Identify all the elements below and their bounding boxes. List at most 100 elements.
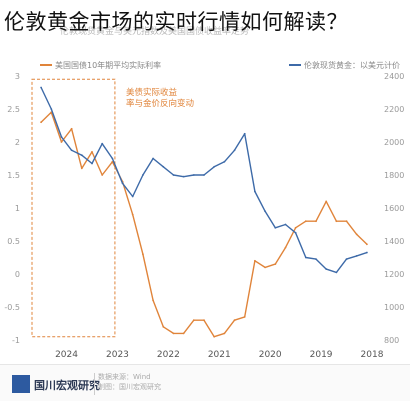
left-tick-label: 1.5 <box>7 171 20 180</box>
annotation-text: 率与金价反向变动 <box>126 98 195 109</box>
x-tick-label: 2022 <box>157 350 180 360</box>
footer-source-line: 数据来源：Wind 制图：国川宏观研究 <box>98 373 161 391</box>
point-gold <box>60 136 63 138</box>
point-gold <box>162 165 165 168</box>
right-tick-label: 800 <box>384 336 399 345</box>
point-yield <box>91 151 93 153</box>
point-gold <box>254 190 256 193</box>
point-yield <box>325 200 328 203</box>
point-yield <box>101 174 104 176</box>
point-gold <box>325 268 328 270</box>
point-gold <box>233 149 236 152</box>
brand-logo-text: 国川宏观研究 <box>34 379 100 392</box>
point-gold <box>40 86 42 89</box>
left-tick-label: -0.5 <box>4 303 20 312</box>
right-tick-label: 2200 <box>384 105 404 114</box>
point-yield <box>182 332 185 335</box>
point-gold <box>80 154 83 157</box>
right-tick-label: 1200 <box>384 270 404 279</box>
point-gold <box>345 258 348 261</box>
brand-logo-icon <box>12 375 30 393</box>
point-gold <box>355 254 358 257</box>
point-yield <box>142 253 144 256</box>
point-yield <box>40 121 42 124</box>
point-gold <box>335 271 338 274</box>
point-yield <box>223 332 226 335</box>
footer-source: 数据来源：Wind 制图：国川宏观研究 <box>98 372 161 392</box>
point-gold <box>101 142 104 145</box>
point-gold <box>111 157 114 160</box>
point-yield <box>264 266 266 269</box>
point-yield <box>152 299 154 302</box>
point-yield <box>274 263 277 265</box>
overlay-title: 伦敦黄金市场的实时行情如何解读？ <box>4 10 348 34</box>
left-tick-label: 2 <box>15 138 20 147</box>
right-tick-label: 1800 <box>384 171 404 180</box>
point-yield <box>335 220 338 223</box>
legend-label-yield: 美国国债10年期平均实际利率 <box>55 60 162 70</box>
left-tick-label: 0.5 <box>7 237 20 246</box>
point-gold <box>213 165 216 168</box>
point-yield <box>355 233 358 236</box>
point-yield <box>233 319 236 322</box>
legend-swatch-gold <box>289 64 301 66</box>
footer-divider <box>94 373 95 395</box>
point-gold <box>223 160 226 163</box>
point-gold <box>152 157 154 160</box>
point-yield <box>203 319 205 322</box>
chart-legend: 美国国债10年期平均实际利率 伦敦现货黄金：以美元计价 <box>40 58 400 72</box>
point-gold <box>182 175 185 178</box>
point-gold <box>142 174 144 176</box>
point-yield <box>213 335 216 338</box>
legend-label-gold: 伦敦现货黄金：以美元计价 <box>304 60 400 70</box>
point-gold <box>131 195 134 198</box>
point-yield <box>304 220 307 223</box>
right-tick-label: 2000 <box>384 138 404 147</box>
right-tick-label: 2400 <box>384 72 404 81</box>
point-gold <box>294 231 297 234</box>
point-gold <box>70 149 73 152</box>
x-tick-label: 2018 <box>361 350 384 360</box>
legend-item-yield: 美国国债10年期平均实际利率 <box>40 60 161 71</box>
left-tick-label: 3 <box>15 72 20 81</box>
point-gold <box>366 251 368 254</box>
point-yield <box>254 259 256 262</box>
point-gold <box>91 162 93 165</box>
point-yield <box>315 220 317 223</box>
point-yield <box>294 226 297 229</box>
point-yield <box>172 332 175 335</box>
legend-item-gold: 伦敦现货黄金：以美元计价 <box>289 60 400 71</box>
chart-footer: 国川宏观研究 数据来源：Wind 制图：国川宏观研究 <box>0 364 410 401</box>
point-gold <box>274 226 277 229</box>
point-yield <box>162 325 165 328</box>
point-yield <box>345 220 348 223</box>
chart-subtitle: 伦敦现货黄金与美元指数及美国国债收益率走势 <box>60 27 250 37</box>
left-tick-label: 1 <box>15 204 20 213</box>
left-tick-label: -1 <box>12 336 20 345</box>
point-gold <box>243 132 246 135</box>
series-line-yield <box>40 111 368 338</box>
right-tick-label: 1600 <box>384 204 404 213</box>
point-yield <box>131 213 134 216</box>
point-yield <box>366 243 368 246</box>
point-gold <box>315 258 317 261</box>
point-yield <box>243 316 246 318</box>
point-gold <box>284 223 287 226</box>
point-gold <box>50 108 53 110</box>
point-gold <box>172 174 175 176</box>
point-yield <box>60 141 63 143</box>
x-tick-label: 2023 <box>106 350 129 360</box>
highlight-box <box>31 78 116 338</box>
left-tick-label: 0 <box>15 270 20 279</box>
point-gold <box>192 174 195 176</box>
point-yield <box>80 167 83 170</box>
annotation-text: 美债实际收益 <box>126 87 178 98</box>
x-tick-label: 2020 <box>259 350 282 360</box>
right-tick-label: 1400 <box>384 237 404 246</box>
point-yield <box>192 319 195 322</box>
legend-swatch-yield <box>40 64 52 66</box>
point-gold <box>121 182 124 185</box>
point-gold <box>203 174 205 176</box>
